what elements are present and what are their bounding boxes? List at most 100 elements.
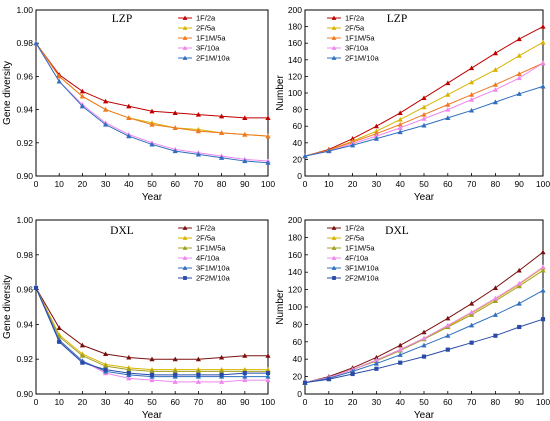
y-tick-label: 40 [293,138,303,148]
data-point [103,121,109,127]
data-point [492,99,498,105]
y-tick-label: 0.96 [16,71,33,81]
data-point [172,368,178,374]
chart-lzp-number: 0 10 20 30 40 50 60 70 80 90 100 0 20 40 60 80 100 120 140… [275,5,550,203]
legend-label: 1F/2a [345,224,365,233]
data-point [302,380,308,385]
x-tick-label: 20 [348,179,358,189]
data-point [149,141,155,147]
data-point [397,342,403,348]
data-point [79,353,85,358]
chart-dxl-number: 0 10 20 30 40 50 60 70 80 90 100 0 20 40 60 80 100 120 140… [275,215,550,421]
y-tick-label: 160 [288,38,302,48]
legend-marker [182,255,188,260]
data-point [492,82,498,87]
data-point [126,103,132,109]
data-point [445,115,451,120]
series-2F2M/10a [33,285,271,377]
x-axis-title: Year [142,410,163,421]
data-point [516,280,522,286]
plot-frame [304,219,544,395]
data-point [219,130,225,135]
data-point [445,102,451,107]
series-1F/2a [302,24,546,159]
legend-marker [331,245,337,250]
data-point [242,371,247,376]
legend-marker [332,276,336,280]
data-point [33,285,39,290]
legend-marker [182,225,188,230]
x-tick-label: 50 [419,179,429,189]
legend-label: 2F1M/10a [345,54,380,63]
x-tick-label: 70 [467,179,477,189]
series-2F1M/10a [33,40,271,165]
data-point [492,295,498,301]
x-tick-label: 50 [147,397,157,407]
data-point [103,363,109,369]
x-tick-label: 70 [194,179,204,189]
series-line [304,270,544,384]
series-line [35,287,268,376]
legend-marker [182,265,188,270]
data-point [373,133,379,139]
data-point [149,108,155,114]
data-point [445,322,451,328]
data-point [373,357,379,363]
data-point [242,115,248,120]
data-point [492,285,498,290]
data-point [493,333,498,338]
legend-label: 2F/5a [196,24,216,33]
y-tick-label: 1.00 [16,5,33,15]
x-tick-label: 30 [372,397,382,407]
legend-marker [182,55,188,60]
plot-frame [304,9,544,177]
data-point [57,339,62,344]
data-point [302,153,308,159]
x-axis-title: Year [142,192,163,203]
data-point [492,298,498,303]
y-tick-label: 180 [288,232,302,242]
legend-label: 1F1M/5a [196,34,226,43]
x-tick-label: 70 [194,397,204,407]
x-tick-label: 60 [443,397,453,407]
x-tick-label: 0 [303,397,308,407]
data-point [149,368,155,374]
x-tick-label: 20 [78,179,88,189]
series-4F/10a [302,264,546,385]
data-point [445,315,451,321]
y-tick-label: 200 [288,215,302,225]
data-point [374,366,379,371]
series-line [35,42,268,119]
x-tick-label: 70 [467,397,477,407]
data-point [540,24,546,29]
legend-label: 2F/5a [345,234,365,243]
data-point [469,92,475,97]
series-2F/5a [302,265,546,385]
y-tick-label: 180 [288,22,302,32]
data-point [421,354,427,359]
x-axis-title: Year [414,192,435,203]
data-point [397,129,403,135]
data-point [79,88,85,94]
data-point [265,371,271,376]
data-point [219,113,225,119]
data-point [80,360,85,365]
x-tick-label: 40 [395,397,405,407]
y-tick-label: 160 [288,250,302,260]
legend-label: 4F/10a [345,254,369,263]
data-point [242,353,248,358]
data-point [219,368,225,374]
data-point [445,107,451,112]
y-tick-label: 140 [288,55,302,65]
legend-label: 1F/2a [345,14,365,23]
y-tick-label: 120 [288,285,302,295]
data-point [421,116,427,121]
panel-title: LZP [387,13,407,25]
y-tick-label: 0.96 [16,285,33,295]
data-point [397,110,403,115]
data-point [516,75,522,81]
data-point [373,360,379,366]
legend-marker [331,35,337,40]
